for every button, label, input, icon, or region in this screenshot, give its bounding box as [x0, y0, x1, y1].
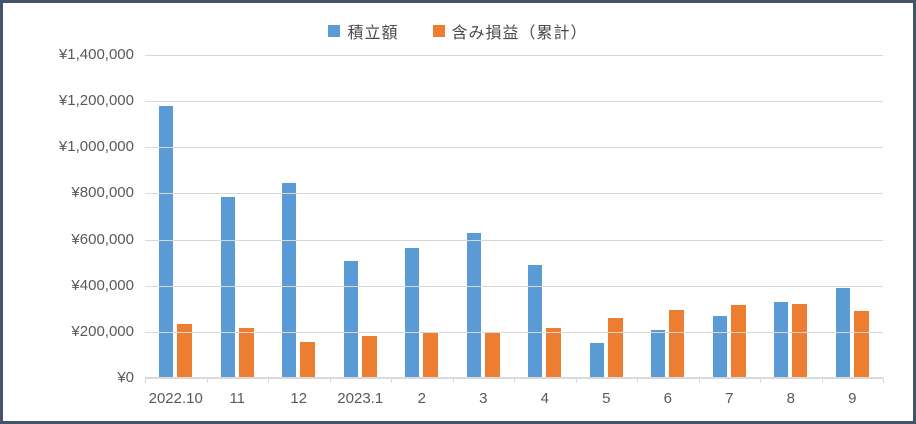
y-tick-label: ¥1,200,000: [58, 92, 134, 110]
x-tick-label: 9: [848, 390, 857, 407]
legend-swatch-blue-icon: [328, 25, 341, 37]
bar-groups: [145, 55, 883, 378]
bar-unrealized-gain-cumulative-2023.1: [361, 336, 377, 378]
legend-label-tsumitate: 積立額: [347, 25, 399, 42]
x-axis-tick: [268, 378, 269, 383]
x-axis-tick: [452, 378, 454, 383]
bar-group-2: [391, 55, 453, 378]
x-tick-label: 2022.10: [148, 390, 203, 407]
x-axis-tick: [145, 378, 146, 383]
x-tick-label: 4: [540, 390, 549, 407]
x-tick-label: 6: [663, 390, 672, 407]
x-axis-tick: [821, 378, 823, 383]
x-axis-tick: [514, 378, 515, 383]
bar-tsumitate-9: [835, 288, 850, 378]
bar-unrealized-gain-cumulative-2022.10: [177, 324, 193, 378]
x-axis-tick: [698, 378, 700, 383]
y-axis: ¥0 ¥200,000 ¥400,000 ¥600,000 ¥800,000 ¥1,000…: [3, 3, 134, 421]
bar-tsumitate-2022.10: [159, 106, 174, 378]
x-axis-tick: [329, 378, 331, 383]
gridline: [145, 147, 883, 149]
bar-group-4: [514, 55, 576, 378]
gridline: [145, 55, 883, 56]
x-tick-label: 3: [479, 390, 488, 407]
x-tick-label: 2023.1: [337, 390, 384, 407]
x-tick-label: 11: [229, 390, 246, 407]
y-tick-label: ¥600,000: [71, 230, 134, 248]
bar-tsumitate-8: [774, 302, 789, 378]
legend-item-tsumitate: 積立額: [328, 19, 398, 43]
bar-unrealized-gain-cumulative-2: [423, 333, 439, 378]
x-axis: 2022.10 11 12 2023.1 2 3 4 5 6 7 8 9: [145, 390, 883, 407]
bar-group-11: [207, 55, 269, 378]
y-tick-label: ¥400,000: [71, 276, 134, 294]
bar-tsumitate-6: [651, 330, 666, 378]
bar-group-9: [822, 55, 884, 378]
bar-tsumitate-11: [220, 197, 235, 378]
gridline: [145, 101, 883, 103]
gridline: [145, 239, 883, 241]
x-axis-tick: [637, 378, 638, 383]
y-tick-label: ¥1,400,000: [58, 46, 134, 63]
bar-unrealized-gain-cumulative-9: [853, 311, 869, 378]
gridline: [145, 331, 883, 333]
bar-unrealized-gain-cumulative-11: [238, 328, 254, 378]
bar-tsumitate-5: [589, 343, 604, 378]
bar-unrealized-gain-cumulative-6: [669, 310, 685, 378]
bar-unrealized-gain-cumulative-12: [300, 342, 316, 378]
x-axis-tick: [391, 378, 392, 383]
y-tick-label: ¥1,000,000: [58, 138, 134, 156]
x-axis-tick: [883, 378, 884, 383]
bar-group-3: [453, 55, 515, 378]
gridline: [145, 285, 883, 287]
bar-group-8: [760, 55, 822, 378]
bar-tsumitate-3: [466, 233, 481, 378]
bar-group-6: [637, 55, 699, 378]
bar-tsumitate-12: [282, 183, 297, 378]
bar-group-12: [268, 55, 330, 378]
bar-tsumitate-4: [528, 265, 543, 378]
bar-unrealized-gain-cumulative-3: [484, 332, 500, 378]
bar-tsumitate-2: [405, 248, 420, 378]
x-tick-label: 8: [786, 390, 795, 407]
x-tick-label: 2: [417, 390, 426, 407]
bar-unrealized-gain-cumulative-4: [546, 328, 562, 378]
x-axis-tick: [575, 378, 577, 383]
bar-unrealized-gain-cumulative-8: [792, 304, 808, 378]
legend-swatch-orange-icon: [432, 25, 445, 37]
x-tick-label: 7: [725, 390, 734, 407]
bar-tsumitate-7: [712, 316, 727, 378]
legend-item-unrealized-gain: 含み損益（累計）: [432, 19, 588, 43]
legend-label-unrealized-gain: 含み損益（累計）: [451, 25, 588, 42]
bar-unrealized-gain-cumulative-7: [730, 305, 746, 378]
gridline: [145, 193, 883, 195]
bar-tsumitate-2023.1: [343, 261, 358, 378]
bar-unrealized-gain-cumulative-5: [607, 318, 623, 378]
y-tick-label: ¥0: [117, 369, 134, 386]
x-axis-tick: [206, 378, 208, 383]
y-tick-label: ¥800,000: [71, 184, 134, 202]
chart-legend: 積立額 含み損益（累計）: [3, 19, 913, 43]
bar-group-2022.10: [145, 55, 207, 378]
bar-group-5: [576, 55, 638, 378]
bar-group-7: [699, 55, 761, 378]
x-tick-label: 12: [290, 390, 308, 407]
y-tick-label: ¥200,000: [71, 322, 134, 340]
x-axis-tick: [760, 378, 761, 383]
x-tick-label: 5: [602, 390, 611, 407]
plot-area: [145, 55, 884, 383]
bar-group-2023.1: [330, 55, 392, 378]
